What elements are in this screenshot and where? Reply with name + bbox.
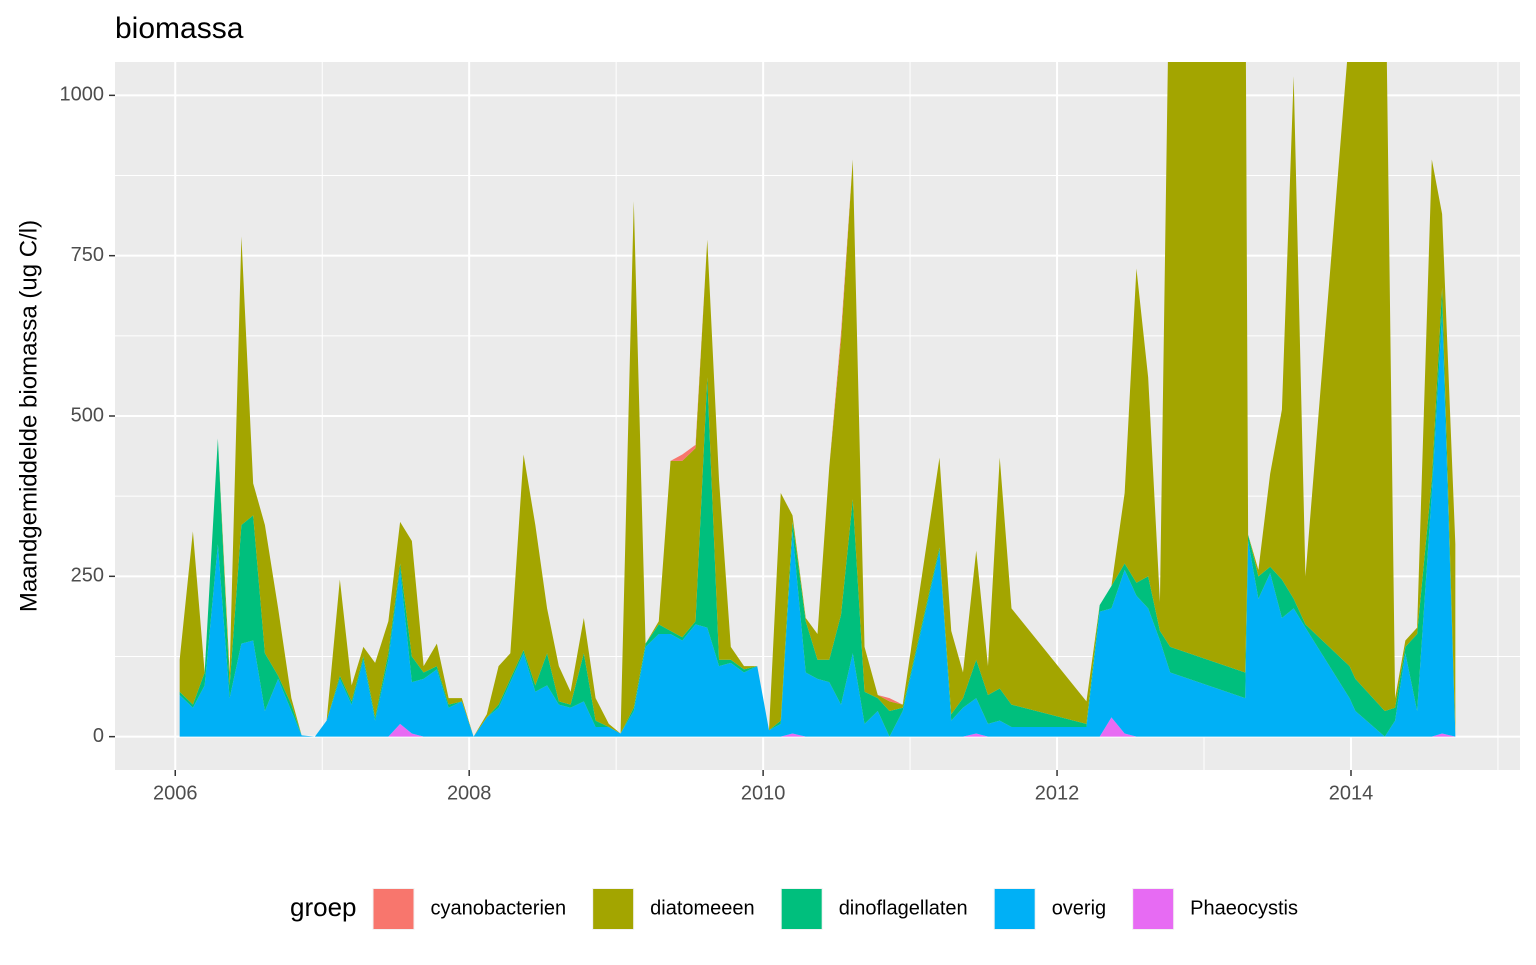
legend-label: dinoflagellaten: [839, 897, 968, 919]
y-tick-label: 0: [93, 725, 104, 747]
legend-swatch: [994, 889, 1035, 929]
legend-label: overig: [1052, 897, 1106, 919]
legend-label: diatomeeen: [650, 897, 755, 919]
areas: [179, 62, 1456, 737]
y-tick-label: 1000: [60, 84, 105, 106]
x-tick-label: 2006: [153, 782, 198, 804]
x-tick-label: 2010: [741, 782, 786, 804]
legend-swatch: [373, 889, 414, 929]
x-tick-label: 2012: [1035, 782, 1080, 804]
legend: groep cyanobacterien diatomeeen dinoflagell…: [290, 888, 1298, 930]
legend-swatch: [593, 889, 634, 929]
y-tick-label: 500: [71, 404, 104, 426]
y-axis-title: Maandgemiddelde biomassa (ug C/l): [15, 220, 42, 612]
legend-title: groep: [290, 892, 357, 922]
legend-label: cyanobacterien: [431, 897, 567, 919]
legend-swatch: [1133, 889, 1174, 929]
legend-label: Phaeocystis: [1190, 897, 1298, 919]
x-tick-label: 2014: [1329, 782, 1374, 804]
legend-swatch: [781, 889, 822, 929]
y-tick-label: 750: [71, 244, 104, 266]
axes: 2006 2008 2010 2012 2014 0 250 500 750 1000: [60, 84, 1374, 805]
area: [179, 62, 1456, 737]
x-tick-label: 2008: [447, 782, 492, 804]
chart-title: biomassa: [115, 12, 244, 45]
y-tick-label: 250: [71, 565, 104, 587]
area: [179, 313, 1456, 737]
